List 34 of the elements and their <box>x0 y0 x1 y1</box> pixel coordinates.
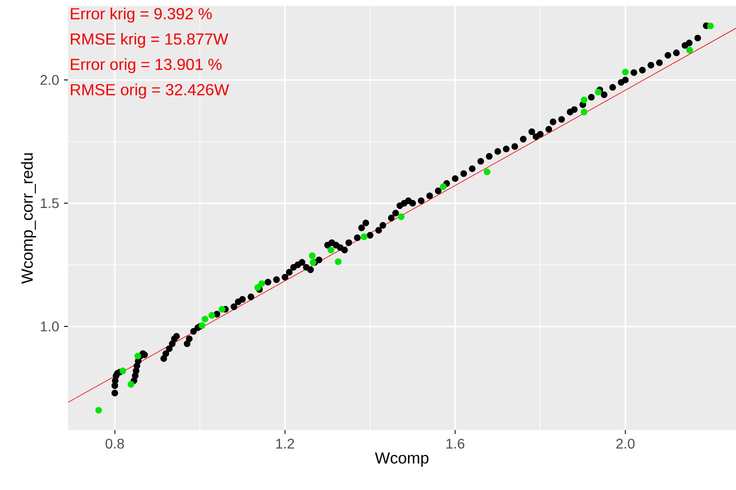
point <box>440 183 447 190</box>
point <box>202 316 208 322</box>
x-tick-label: 0.8 <box>106 438 124 449</box>
annotation: RMSE orig = 32.426W <box>70 84 230 99</box>
point <box>580 108 588 116</box>
point <box>218 306 226 313</box>
x-tick-label: 1.6 <box>446 438 464 449</box>
x-axis-title: Wcomp <box>374 452 428 467</box>
point <box>484 168 490 176</box>
point <box>686 46 693 54</box>
annotation: RMSE krig = 15.877W <box>70 32 228 48</box>
y-tick-label: 1.5 <box>40 198 59 208</box>
point <box>334 258 342 265</box>
x-tick-label: 1.2 <box>276 438 294 448</box>
point <box>128 381 134 388</box>
annotation: Error orig = 13.901 % <box>70 58 222 74</box>
point <box>120 367 126 374</box>
point <box>95 406 102 414</box>
point <box>707 22 714 30</box>
point <box>580 96 588 104</box>
y-axis-title: Wcomp_corr_redu <box>21 153 36 284</box>
point <box>134 352 142 360</box>
annotation: Error krig = 9.392 % <box>70 8 212 23</box>
x-tick-label: 2.0 <box>616 438 635 449</box>
point <box>594 88 602 96</box>
point <box>328 246 334 254</box>
point <box>258 280 265 287</box>
point <box>308 252 316 260</box>
point <box>622 68 629 76</box>
y-tick-label: 2.0 <box>40 75 59 85</box>
point <box>360 233 368 240</box>
y-tick-label: 1.0 <box>40 322 59 332</box>
point <box>208 312 216 319</box>
point <box>398 213 404 220</box>
